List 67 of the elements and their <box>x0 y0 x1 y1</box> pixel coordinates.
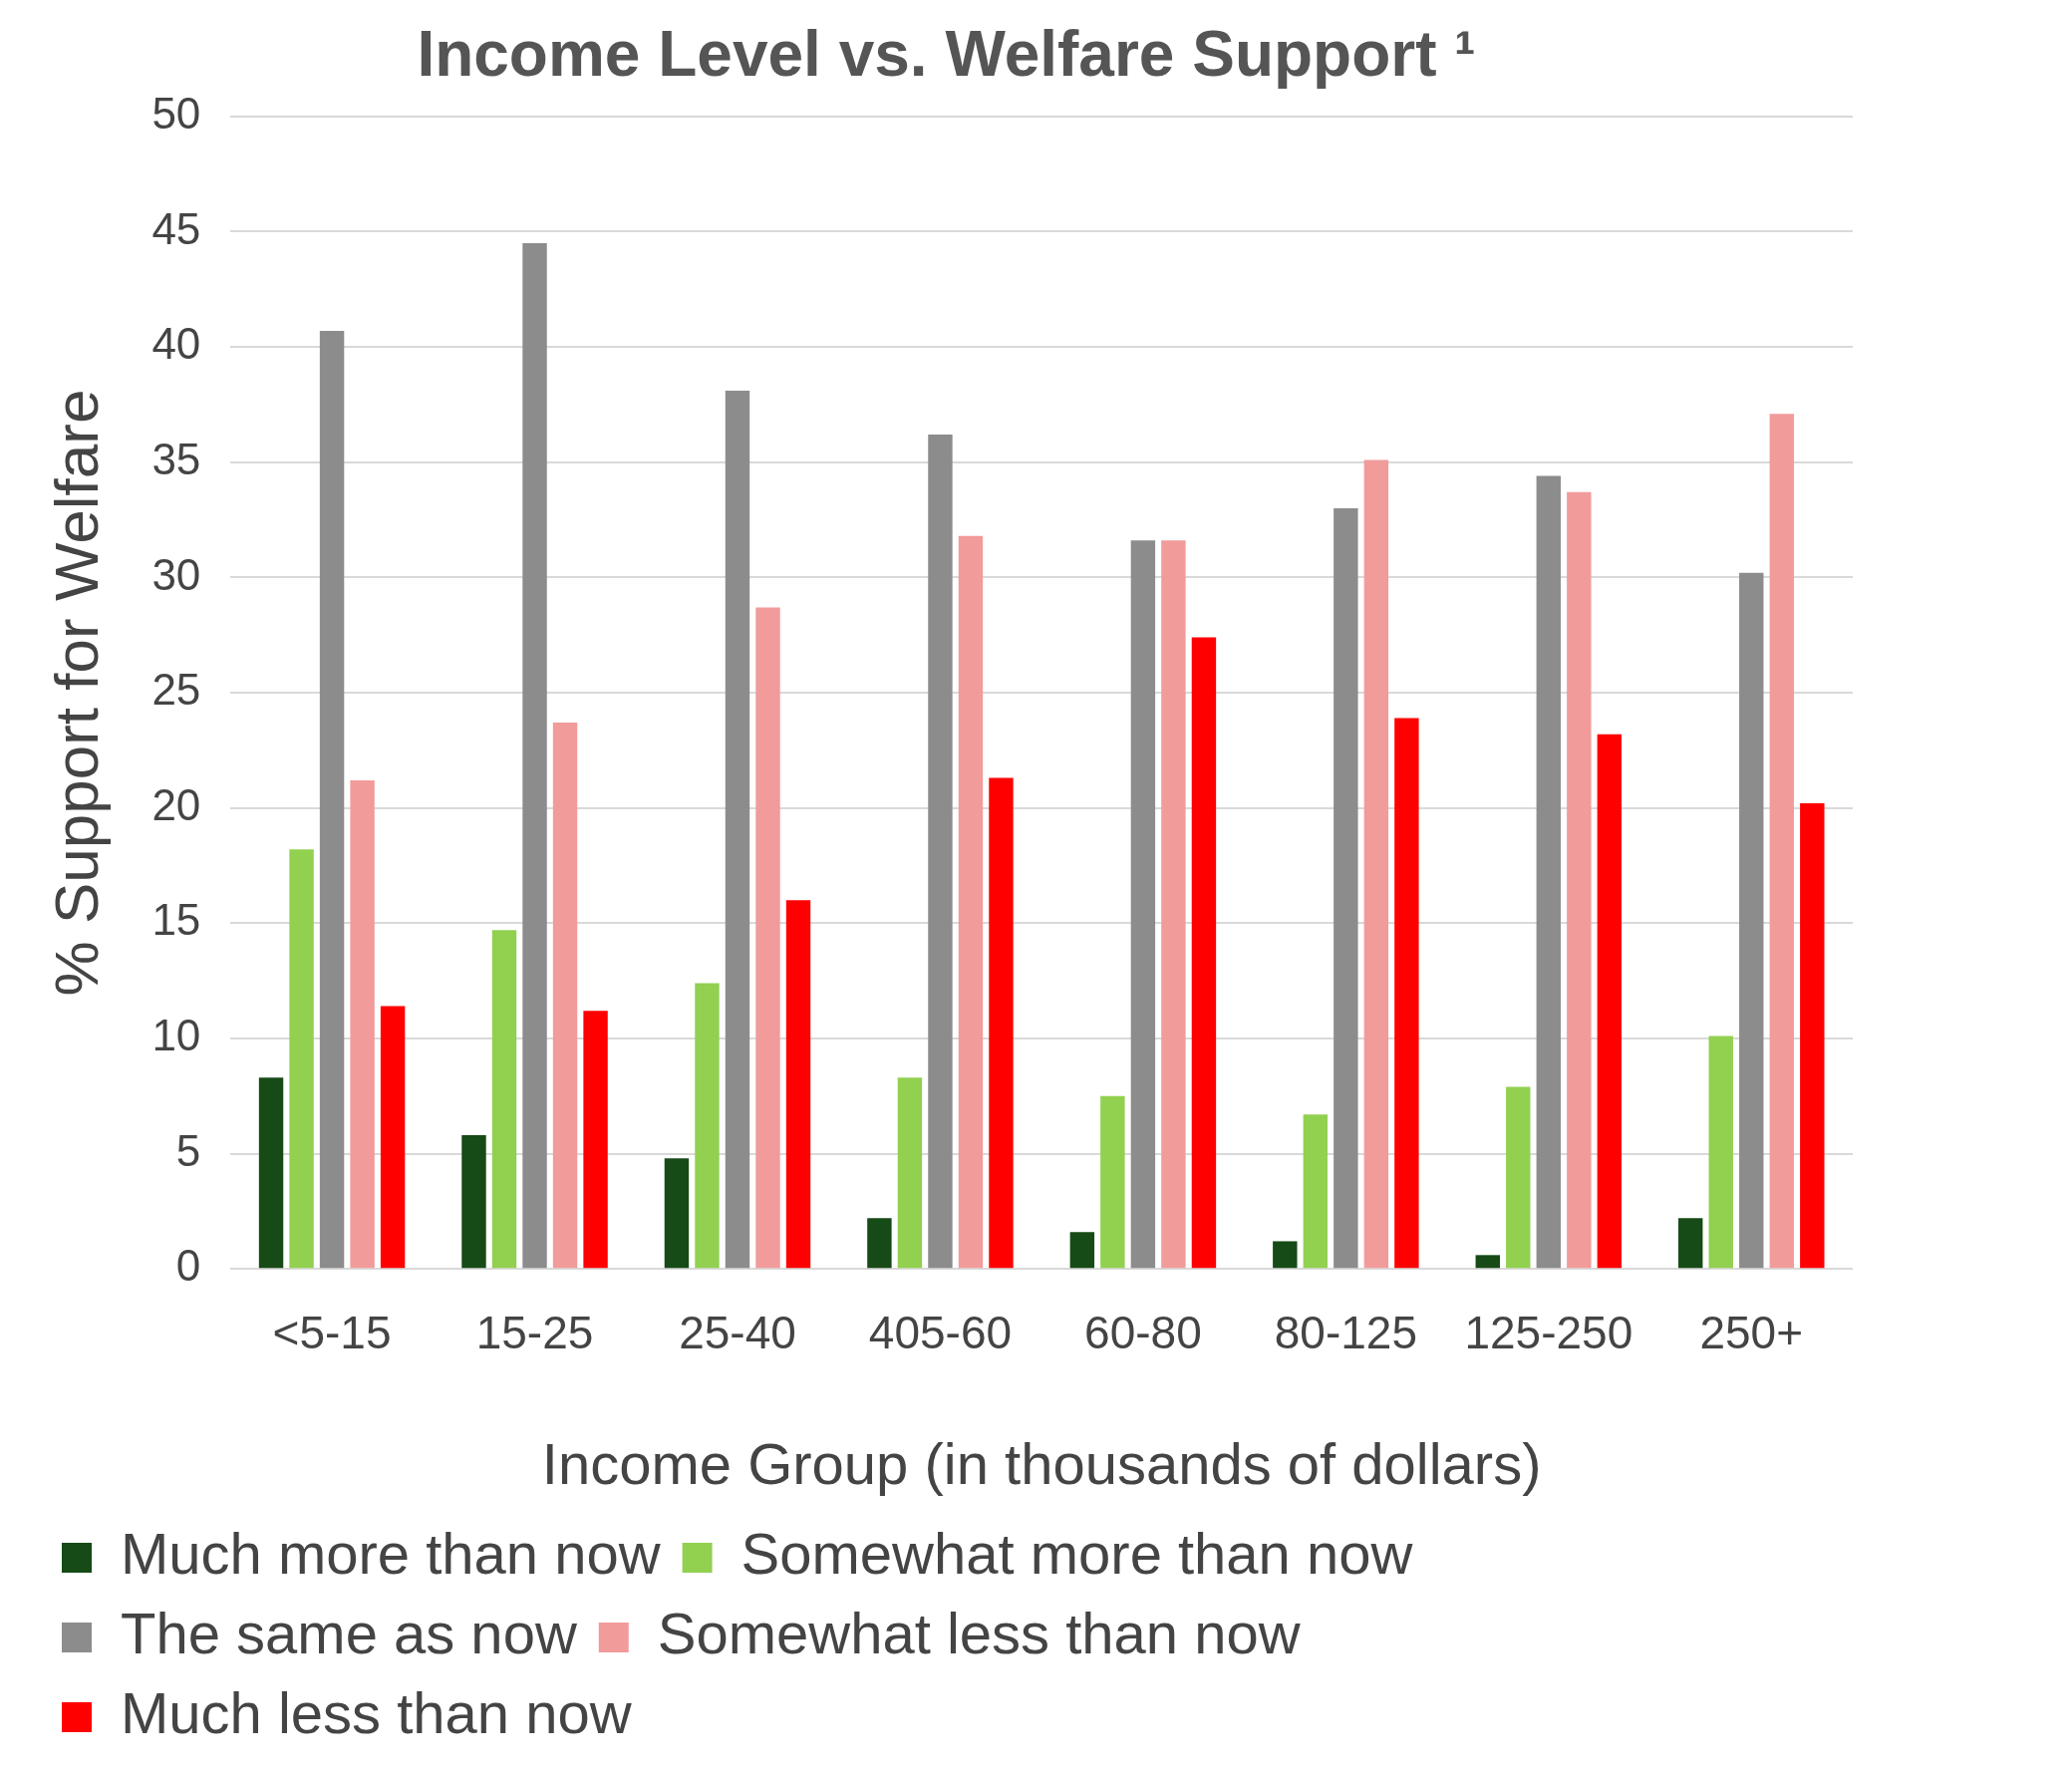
bar <box>1678 1218 1703 1269</box>
bar <box>552 723 578 1269</box>
x-tick-label: 250+ <box>1699 1307 1804 1359</box>
bar <box>928 434 953 1269</box>
bar <box>897 1077 923 1269</box>
bar <box>867 1218 892 1269</box>
bar <box>1130 540 1156 1269</box>
bar <box>583 1011 608 1269</box>
y-axis-title: % Support for Welfare <box>42 389 112 997</box>
bar <box>1394 718 1419 1269</box>
bar <box>1536 475 1562 1269</box>
y-tick-label: 35 <box>151 434 201 483</box>
bar <box>725 391 750 1269</box>
bar <box>1363 459 1389 1269</box>
y-tick-label: 30 <box>151 549 201 599</box>
x-tick-label: 25-40 <box>679 1307 796 1359</box>
bar <box>289 849 314 1269</box>
legend-label: The same as now <box>121 1601 578 1665</box>
x-tick-label: 60-80 <box>1084 1307 1202 1359</box>
bar <box>380 1006 406 1269</box>
bar <box>1708 1036 1733 1269</box>
bar <box>319 330 345 1269</box>
bar <box>1273 1241 1298 1269</box>
bar <box>989 777 1014 1269</box>
bar <box>664 1158 690 1269</box>
bar <box>695 983 720 1269</box>
bar <box>1475 1255 1500 1269</box>
x-tick-label: 125-250 <box>1464 1307 1633 1359</box>
bar <box>1069 1232 1095 1269</box>
bar <box>1567 491 1592 1269</box>
bar <box>1800 803 1825 1269</box>
bar <box>1739 572 1764 1269</box>
bar <box>785 900 811 1269</box>
y-tick-label: 10 <box>151 1011 201 1060</box>
bar <box>1191 637 1217 1269</box>
y-tick-label: 40 <box>151 319 201 369</box>
y-tick-label: 45 <box>151 203 201 253</box>
x-axis-title: Income Group (in thousands of dollars) <box>541 1431 1542 1497</box>
x-tick-label: <5-15 <box>272 1307 392 1359</box>
y-tick-label: 15 <box>151 895 201 945</box>
bar <box>258 1077 284 1269</box>
bar <box>958 535 984 1269</box>
bar <box>522 243 547 1269</box>
bar <box>1333 507 1358 1269</box>
bar <box>491 930 517 1269</box>
y-tick-label: 20 <box>151 779 201 829</box>
bar <box>1100 1095 1125 1269</box>
bar <box>1597 734 1623 1269</box>
bar <box>1161 540 1186 1269</box>
bar <box>1769 414 1794 1269</box>
y-tick-label: 50 <box>151 88 201 138</box>
x-tick-label: 80-125 <box>1274 1307 1417 1359</box>
x-tick-label: 15-25 <box>475 1307 594 1359</box>
bar <box>461 1135 486 1269</box>
legend-label: Much less than now <box>121 1680 633 1745</box>
x-tick-label: 405-60 <box>868 1307 1013 1359</box>
bar <box>350 779 375 1269</box>
legend-label: Somewhat less than now <box>657 1601 1302 1665</box>
legend-label: Somewhat more than now <box>740 1521 1414 1586</box>
y-tick-label: 0 <box>175 1241 201 1291</box>
bar <box>755 607 780 1269</box>
y-tick-label: 25 <box>151 665 201 715</box>
chart-title: Income Level vs. Welfare Support ¹ <box>417 18 1476 91</box>
y-tick-label: 5 <box>175 1125 201 1175</box>
bar <box>1506 1086 1531 1269</box>
legend-label: Much more than now <box>121 1521 662 1586</box>
bar <box>1303 1114 1329 1269</box>
